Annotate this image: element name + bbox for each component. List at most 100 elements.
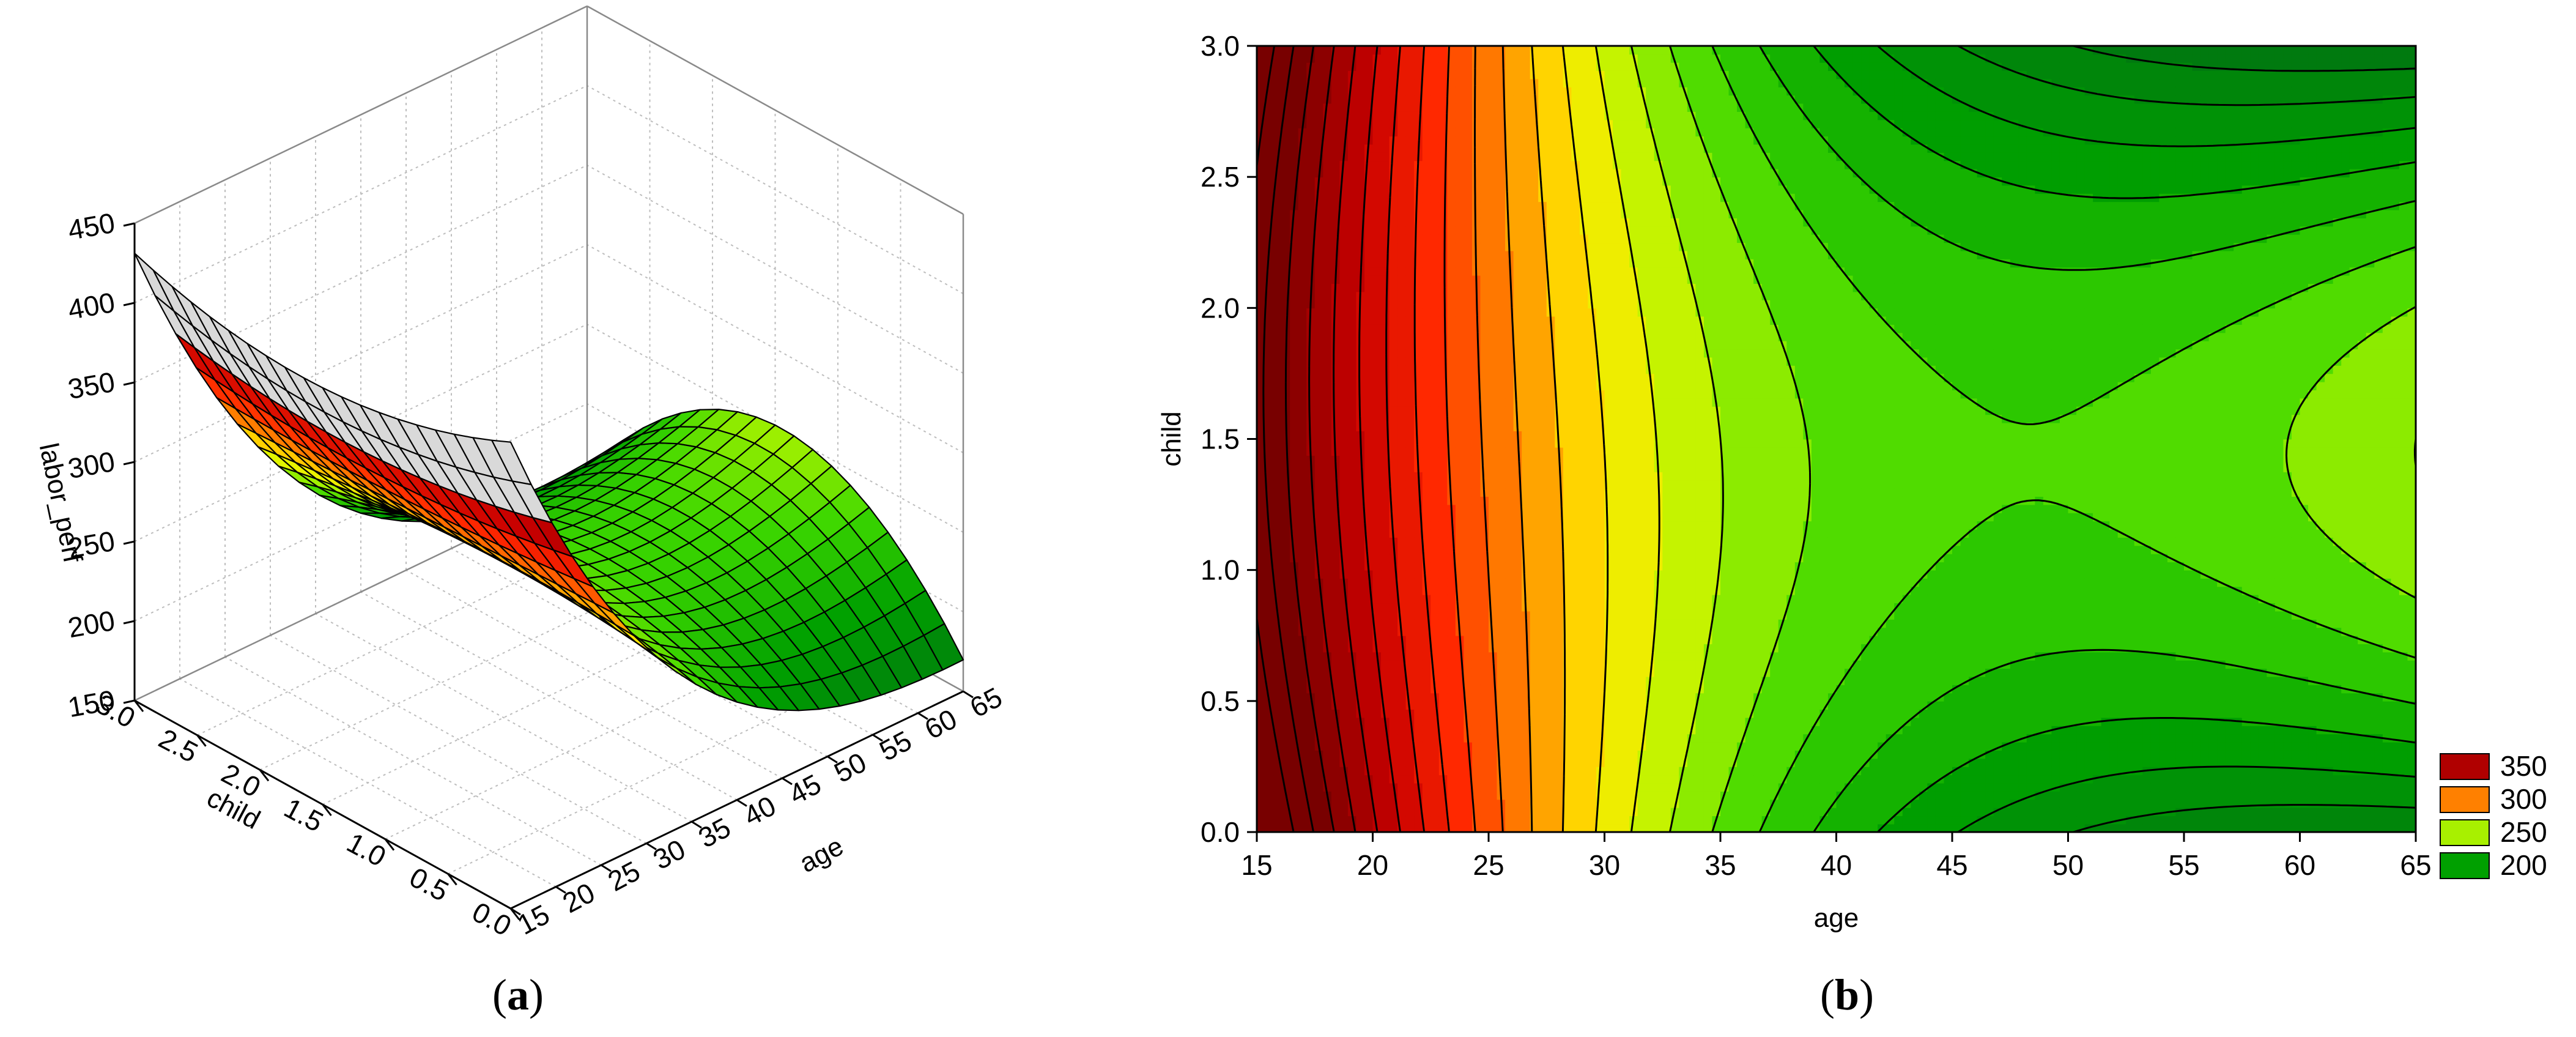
contour-cell	[1257, 62, 1266, 71]
contour-cell	[1422, 496, 1432, 505]
contour-cell	[1629, 775, 1638, 784]
contour-cell	[1629, 562, 1638, 571]
contour-cell	[1447, 611, 1456, 620]
contour-cell	[1430, 611, 1440, 620]
contour-cell	[1290, 291, 1299, 300]
contour-cell	[1339, 299, 1349, 309]
contour-cell	[1430, 816, 1440, 825]
contour-cell	[1314, 414, 1324, 423]
contour-cell	[1455, 201, 1465, 210]
contour-cell	[1339, 660, 1349, 669]
contour-cell	[1596, 807, 1605, 817]
contour-cell	[1555, 365, 1564, 374]
contour-cell	[1471, 504, 1481, 513]
contour-cell	[1257, 480, 1266, 489]
contour-cell	[1314, 136, 1324, 145]
contour-cell	[1455, 775, 1465, 784]
contour-cell	[1480, 414, 1489, 423]
contour-cell	[1422, 201, 1432, 210]
contour-cell	[1405, 529, 1415, 538]
contour-cell	[1314, 504, 1324, 513]
contour-cell	[1347, 439, 1357, 448]
contour-cell	[1596, 594, 1605, 604]
contour-cell	[1438, 177, 1448, 186]
contour-cell	[1530, 537, 1539, 546]
contour-cell	[1364, 611, 1374, 620]
contour-cell	[1629, 357, 1638, 366]
contour-cell	[1464, 349, 1473, 358]
contour-cell	[1629, 611, 1638, 620]
contour-cell	[1571, 823, 1580, 832]
contour-cell	[1480, 406, 1489, 415]
contour-cell	[1546, 127, 1556, 137]
contour-cell	[1356, 782, 1365, 792]
contour-cell	[1471, 717, 1481, 726]
contour-cell	[1430, 340, 1440, 350]
contour-cell	[1455, 70, 1465, 80]
contour-cell	[1522, 529, 1531, 538]
contour-cell	[1489, 439, 1498, 448]
contour-cell	[1290, 160, 1299, 169]
contour-cell	[1555, 193, 1564, 203]
contour-cell	[1438, 209, 1448, 218]
contour-cell	[1323, 316, 1332, 325]
contour-cell	[1497, 816, 1506, 825]
contour-cell	[1314, 365, 1324, 374]
contour-cell	[1364, 782, 1374, 792]
contour-cell	[1563, 349, 1572, 358]
contour-cell	[1372, 308, 1382, 317]
contour-cell	[1579, 816, 1589, 825]
contour-cell	[1347, 660, 1357, 669]
contour-cell	[1604, 70, 1613, 80]
contour-cell	[1538, 365, 1547, 374]
contour-cell	[1422, 750, 1432, 759]
contour-cell	[1372, 291, 1382, 300]
contour-cell	[1273, 111, 1282, 121]
contour-cell	[1563, 242, 1572, 251]
contour-cell	[1381, 291, 1390, 300]
contour-cell	[1596, 652, 1605, 661]
contour-cell	[1430, 168, 1440, 177]
contour-cell	[1372, 250, 1382, 259]
contour-cell	[1530, 209, 1539, 218]
contour-cell	[1596, 537, 1605, 546]
contour-cell	[1613, 332, 1622, 341]
contour-cell	[1306, 488, 1316, 497]
contour-cell	[1323, 750, 1332, 759]
contour-cell	[1364, 521, 1374, 530]
contour-cell	[1397, 693, 1407, 702]
contour-cell	[1555, 799, 1564, 808]
contour-cell	[1372, 504, 1382, 513]
contour-cell	[1339, 676, 1349, 685]
contour-cell	[1555, 177, 1564, 186]
contour-cell	[1389, 316, 1398, 325]
contour-cell	[1405, 480, 1415, 489]
contour-cell	[1538, 70, 1547, 80]
contour-cell	[1604, 111, 1613, 121]
contour-cell	[1489, 340, 1498, 350]
contour-cell	[1356, 791, 1365, 800]
contour-cell	[1422, 365, 1432, 374]
contour-cell	[1471, 78, 1481, 87]
contour-cell	[1281, 570, 1290, 579]
contour-cell	[1273, 127, 1282, 137]
contour-cell	[1339, 226, 1349, 235]
contour-cell	[1604, 619, 1613, 628]
contour-cell	[1306, 373, 1316, 382]
contour-cell	[1257, 775, 1266, 784]
contour-cell	[1323, 504, 1332, 513]
x-tick-mark	[510, 907, 521, 916]
contour-cell	[1513, 734, 1522, 743]
contour-cell	[1480, 635, 1489, 644]
contour-cell	[1455, 365, 1465, 374]
contour-cell	[1331, 144, 1341, 153]
contour-cell	[1397, 742, 1407, 751]
contour-cell	[1430, 644, 1440, 653]
contour-cell	[1389, 750, 1398, 759]
contour-cell	[1596, 823, 1605, 832]
contour-cell	[1397, 185, 1407, 194]
contour-cell	[1389, 734, 1398, 743]
contour-cell	[1381, 775, 1390, 784]
contour-cell	[1389, 709, 1398, 718]
contour-cell	[1306, 775, 1316, 784]
